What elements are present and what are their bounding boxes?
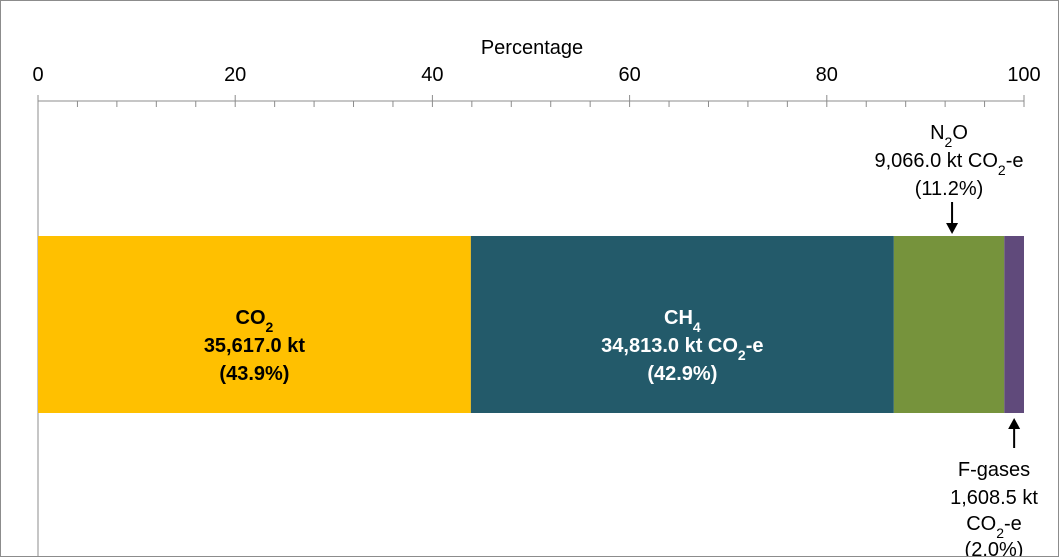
x-axis: 0 20 40 60 80 100: [32, 64, 1041, 556]
n2o-amount-label: 9,066.0 kt CO2-e: [875, 150, 1024, 178]
x-axis-title: Percentage: [481, 37, 583, 59]
x-tick-label: 100: [1007, 64, 1040, 86]
co2-gas-label: CO2: [236, 307, 274, 335]
x-tick-label: 60: [618, 64, 640, 86]
n2o-percent-label: (11.2%): [915, 178, 984, 200]
x-tick-label: 0: [32, 64, 43, 86]
x-tick-label: 80: [816, 64, 838, 86]
bar-segment-co2: [38, 236, 471, 413]
n2o-arrow-head: [946, 223, 959, 234]
n2o-gas-label: N2O: [930, 122, 968, 150]
ch4-percent-label: (42.9%): [647, 363, 717, 385]
co2-amount-label: 35,617.0 kt: [204, 335, 306, 357]
bar-segment-f-gases: [1004, 236, 1024, 413]
fgases-gas-label: F-gases: [958, 459, 1030, 481]
x-tick-label: 20: [224, 64, 246, 86]
fgases-arrow-head: [1008, 418, 1021, 429]
fgases-amount-label: 1,608.5 kt: [950, 487, 1038, 509]
ch4-gas-label: CH4: [664, 307, 701, 335]
fgases-unit-label: CO2-e: [966, 513, 1022, 541]
co2-percent-label: (43.9%): [219, 363, 289, 385]
ch4-amount-label: 34,813.0 kt CO2-e: [601, 335, 763, 363]
bar-segment-n2o: [893, 236, 1005, 413]
fgases-percent-label: (2.0%): [965, 539, 1024, 557]
bar-segments: [38, 236, 1024, 413]
x-tick-label: 40: [421, 64, 443, 86]
bar-segment-ch4: [470, 236, 894, 413]
